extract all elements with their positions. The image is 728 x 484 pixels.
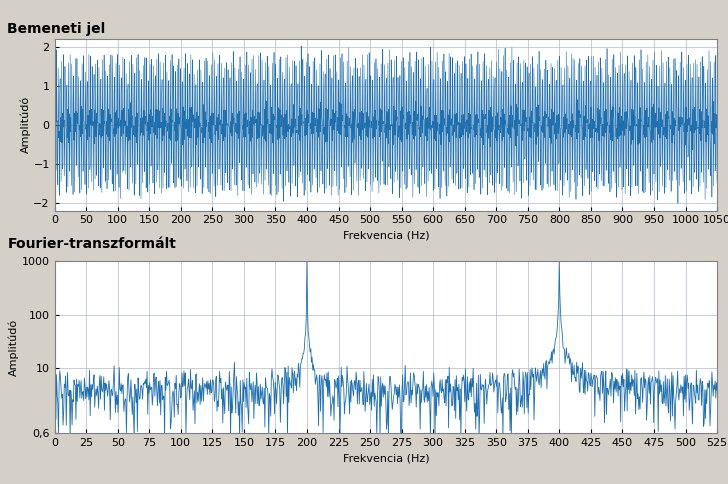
Text: Bemeneti jel: Bemeneti jel [7,22,106,36]
Y-axis label: Amplitúdó: Amplitúdó [20,96,31,153]
Text: Fourier-transzformált: Fourier-transzformált [7,237,176,251]
X-axis label: Frekvencia (Hz): Frekvencia (Hz) [343,231,429,241]
X-axis label: Frekvencia (Hz): Frekvencia (Hz) [343,454,429,464]
Y-axis label: Amplitúdó: Amplitúdó [9,318,19,376]
